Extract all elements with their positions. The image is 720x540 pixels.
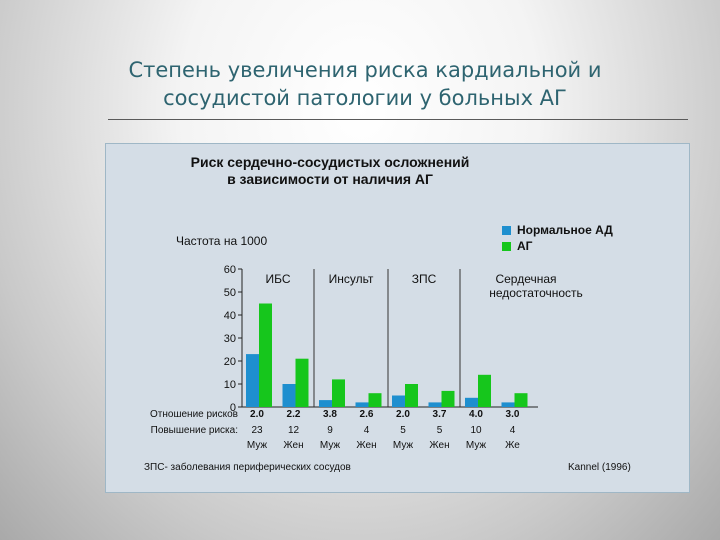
risk-increase-value: 5 — [400, 425, 406, 436]
risk-ratio-value: 3.8 — [323, 409, 337, 420]
footnote: ЗПС- заболевания периферических сосудов — [144, 461, 351, 473]
y-axis-label: Частота на 1000 — [176, 234, 267, 248]
y-tick-label: 40 — [224, 310, 236, 322]
risk-ratio-row-label: Отношение рисков — [150, 409, 238, 420]
legend-ag-label: АГ — [517, 239, 533, 253]
bar-normal-8 — [501, 402, 515, 407]
chart-svg: Риск сердечно-сосудистых осложнений в за… — [144, 154, 631, 473]
bar-ag-2 — [295, 358, 309, 407]
y-tick-label: 10 — [224, 379, 236, 391]
source-note: Kannel (1996) — [568, 462, 631, 473]
chart-title-line1: Риск сердечно-сосудистых осложнений — [191, 154, 470, 170]
risk-ratio-value: 3.0 — [506, 409, 520, 420]
sex-category-label: Жен — [356, 440, 376, 451]
risk-increase-value: 12 — [288, 425, 300, 436]
y-tick-label: 0 — [230, 402, 236, 414]
slide-title: Степень увеличения риска кардиальной и с… — [110, 56, 620, 112]
sex-category-label: Жен — [283, 440, 303, 451]
bar-ag-8 — [514, 393, 528, 407]
bar-normal-3 — [319, 400, 332, 407]
y-tick-label: 20 — [224, 356, 236, 368]
risk-increase-value: 9 — [327, 425, 333, 436]
y-tick-label: 50 — [224, 287, 236, 299]
sex-category-label: Же — [505, 440, 520, 451]
bar-normal-4 — [355, 402, 369, 407]
sex-category-label: Муж — [393, 440, 414, 451]
risk-ratio-value: 3.7 — [433, 409, 447, 420]
slide-title-line1: Степень увеличения риска кардиальной и — [128, 58, 602, 82]
group-label: Инсульт — [329, 272, 374, 286]
risk-ratio-value: 2.0 — [250, 409, 264, 420]
legend-normal-swatch — [502, 226, 511, 235]
bar-normal-5 — [392, 395, 405, 407]
bar-normal-1 — [246, 354, 259, 407]
risk-increase-value: 23 — [251, 425, 263, 436]
bar-ag-3 — [332, 379, 345, 407]
risk-increase-value: 4 — [364, 425, 370, 436]
risk-ratio-value: 2.6 — [360, 409, 374, 420]
bar-normal-7 — [465, 397, 478, 407]
title-divider — [108, 119, 688, 120]
group-label-hf-line1: Сердечная — [495, 272, 556, 286]
risk-ratio-value: 2.0 — [396, 409, 410, 420]
group-label-hf-line2: недостаточность — [489, 286, 583, 300]
slide-title-line2: сосудистой патологии у больных АГ — [163, 86, 567, 110]
sex-category-label: Жен — [429, 440, 449, 451]
group-label: ЗПС — [412, 272, 437, 286]
bar-ag-4 — [368, 393, 382, 407]
bar-ag-1 — [259, 303, 272, 407]
bar-normal-2 — [282, 384, 296, 407]
bar-ag-5 — [405, 384, 418, 407]
y-tick-label: 60 — [224, 264, 236, 276]
group-label: ИБС — [265, 272, 290, 286]
risk-increase-value: 4 — [510, 425, 516, 436]
chart-bars — [246, 303, 528, 407]
risk-increase-row-label: Повышение риска: — [151, 425, 238, 436]
bar-ag-6 — [441, 390, 455, 407]
chart-panel: Риск сердечно-сосудистых осложнений в за… — [105, 143, 690, 493]
bar-normal-6 — [428, 402, 442, 407]
sex-category-label: Муж — [466, 440, 487, 451]
risk-increase-value: 5 — [437, 425, 443, 436]
sex-category-label: Муж — [320, 440, 341, 451]
sex-category-label: Муж — [247, 440, 268, 451]
risk-ratio-value: 2.2 — [287, 409, 301, 420]
legend-normal-label: Нормальное АД — [517, 223, 613, 237]
chart-title-line2: в зависимости от наличия АГ — [227, 171, 433, 187]
bar-ag-7 — [478, 374, 491, 407]
risk-ratio-value: 4.0 — [469, 409, 483, 420]
risk-increase-value: 10 — [470, 425, 482, 436]
legend-ag-swatch — [502, 242, 511, 251]
y-tick-label: 30 — [224, 333, 236, 345]
